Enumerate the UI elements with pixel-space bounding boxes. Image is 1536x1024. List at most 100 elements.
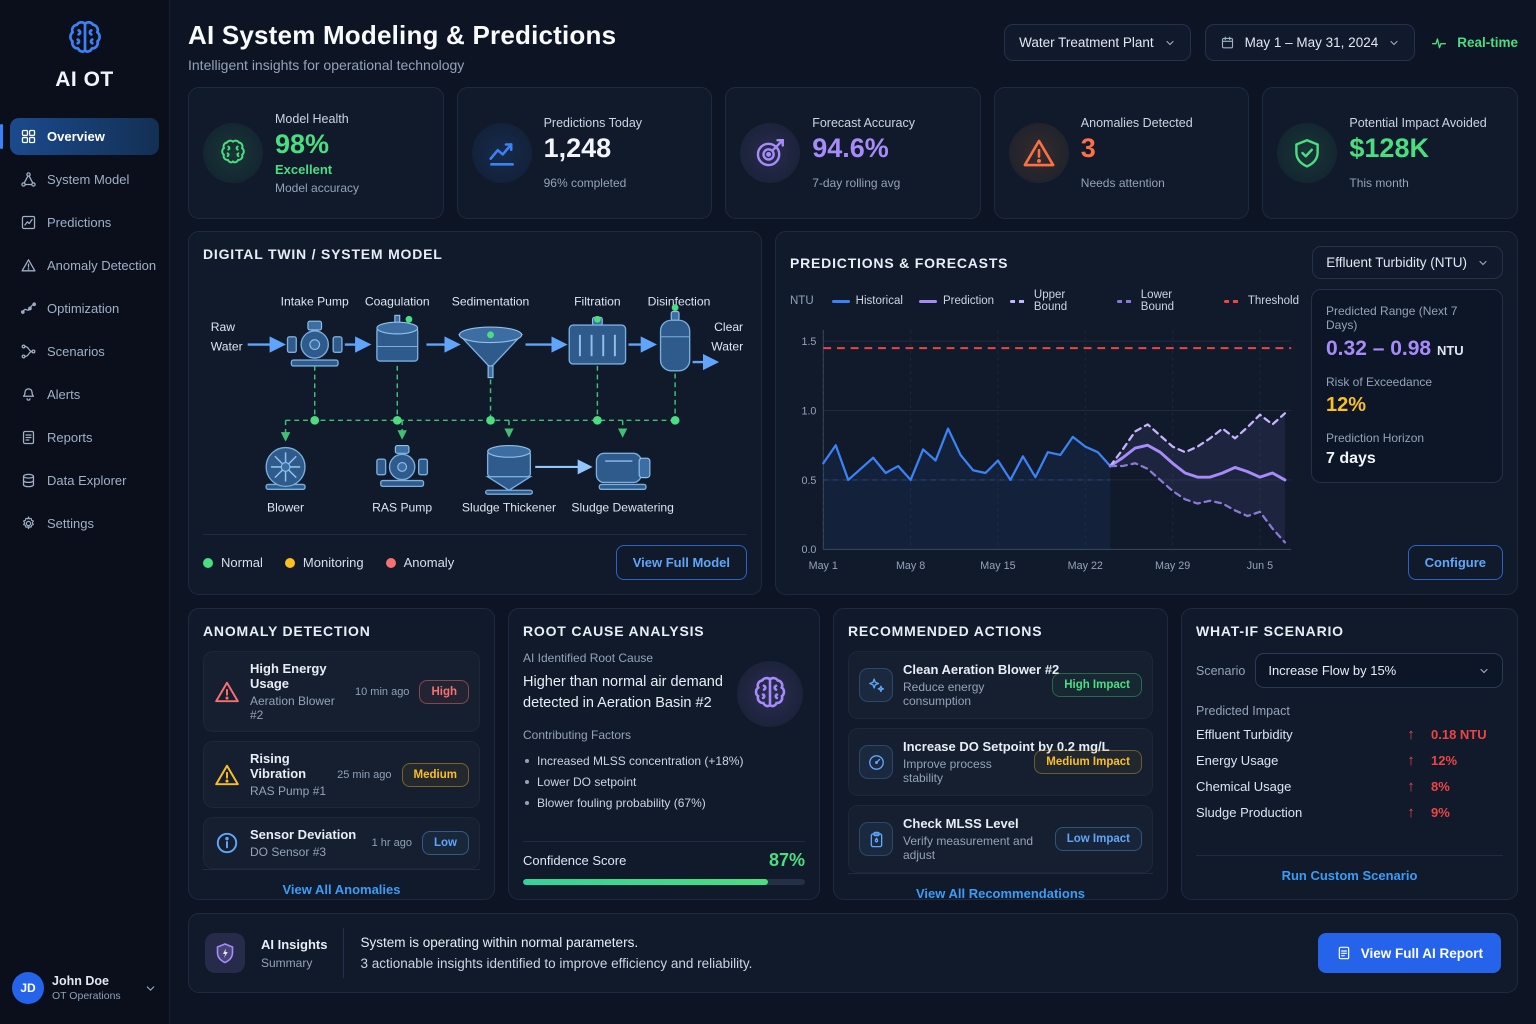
- legend-anomaly: Anomaly: [385, 555, 454, 570]
- svg-text:0.5: 0.5: [801, 475, 816, 487]
- action-desc: Reduce energy consumption: [903, 680, 985, 708]
- equipment-intake-pump[interactable]: [286, 320, 343, 367]
- view-full-ai-report-label: View Full AI Report: [1360, 945, 1483, 961]
- view-all-anomalies-link[interactable]: View All Anomalies: [282, 882, 401, 897]
- sidebar-item-overview[interactable]: Overview: [0, 118, 159, 155]
- sidebar-item-data-explorer[interactable]: Data Explorer: [10, 462, 159, 499]
- source-label-line2: Water: [211, 339, 243, 353]
- kpi-value: 1,248: [543, 133, 612, 163]
- realtime-indicator: Real-time: [1429, 35, 1518, 51]
- shield-bolt-icon: [216, 943, 234, 964]
- document-icon: [22, 430, 35, 445]
- risk-label: Risk of Exceedance: [1326, 375, 1433, 389]
- configure-button[interactable]: Configure: [1407, 545, 1503, 580]
- scenario-selector[interactable]: Increase Flow by 15%: [1255, 653, 1503, 688]
- equipment-blower[interactable]: [265, 446, 306, 490]
- view-all-recommendations-link[interactable]: View All Recommendations: [915, 886, 1086, 901]
- ai-brain-glow: [737, 661, 803, 727]
- kpi-note: Needs attention: [1080, 176, 1165, 190]
- sidebar-item-predictions[interactable]: Predictions: [10, 204, 159, 241]
- view-full-model-button[interactable]: View Full Model: [615, 545, 747, 580]
- metric-selector[interactable]: Effluent Turbidity (NTU): [1312, 246, 1503, 279]
- app-logo: AI OT: [10, 16, 159, 92]
- date-range-selector[interactable]: May 1 – May 31, 2024: [1204, 24, 1416, 61]
- view-full-ai-report-button[interactable]: View Full AI Report: [1317, 933, 1501, 973]
- equipment-sludge-dewatering[interactable]: [595, 452, 651, 490]
- svg-text:1.5: 1.5: [801, 336, 816, 348]
- kpi-note: 96% completed: [543, 176, 627, 190]
- anomaly-time: 25 min ago: [337, 768, 392, 781]
- legend-normal: Normal: [203, 555, 263, 570]
- action-item[interactable]: Clean Aeration Blower #2 Reduce energy c…: [848, 651, 1153, 719]
- sink-label-line2: Water: [711, 339, 743, 353]
- action-item[interactable]: Check MLSS Level Verify measurement and …: [848, 805, 1153, 873]
- anomaly-time: 1 hr ago: [371, 837, 412, 849]
- increase-arrow-icon: ↑: [1407, 726, 1415, 743]
- kpi-value: 3: [1080, 133, 1096, 163]
- equipment-coagulation[interactable]: [376, 314, 419, 362]
- gauge-icon: [868, 754, 884, 770]
- sidebar-item-system-model[interactable]: System Model: [10, 161, 159, 198]
- confidence-bar: [523, 879, 805, 885]
- root-cause-panel: ROOT CAUSE ANALYSIS AI Identified Root C…: [508, 608, 820, 900]
- warning-triangle-icon: [21, 259, 36, 272]
- anomaly-item[interactable]: Sensor Deviation DO Sensor #3 1 hr ago L…: [203, 817, 480, 869]
- equipment-ras-pump[interactable]: [376, 444, 429, 488]
- sidebar-item-scenarios[interactable]: Scenarios: [10, 333, 159, 370]
- scenario-value: Increase Flow by 15%: [1268, 663, 1397, 678]
- chart-icon: [21, 215, 36, 230]
- factor-item: Blower fouling probability (67%): [523, 792, 805, 813]
- sidebar-nav: Overview System Model Predictions Anomal…: [0, 118, 159, 542]
- sidebar-item-anomaly-detection[interactable]: Anomaly Detection: [10, 247, 159, 284]
- unit-label-intake: Intake Pump: [281, 295, 349, 309]
- sidebar-item-optimization[interactable]: Optimization: [10, 290, 159, 327]
- user-menu[interactable]: JD John Doe OT Operations: [10, 966, 159, 1010]
- what-if-title: WHAT-IF SCENARIO: [1196, 623, 1344, 639]
- user-role: OT Operations: [52, 990, 121, 1002]
- equipment-sedimentation[interactable]: [457, 326, 524, 379]
- range-value: 0.32 – 0.98 NTU: [1326, 337, 1464, 360]
- svg-text:May 15: May 15: [980, 560, 1015, 572]
- impact-delta: 0.18 NTU: [1431, 727, 1487, 742]
- impact-row: Effluent Turbidity ↑ 0.18 NTU: [1196, 726, 1503, 743]
- svg-text:Jun 5: Jun 5: [1247, 560, 1273, 572]
- metric-selector-value: Effluent Turbidity (NTU): [1326, 255, 1467, 270]
- y-axis-unit: NTU: [790, 295, 814, 307]
- horizon-label: Prediction Horizon: [1326, 431, 1425, 445]
- target-icon: [756, 139, 785, 167]
- equipment-filtration[interactable]: [568, 315, 627, 365]
- impact-delta: 8%: [1431, 779, 1450, 794]
- anomaly-item[interactable]: High Energy Usage Aeration Blower #2 10 …: [203, 651, 480, 732]
- sidebar-item-reports[interactable]: Reports: [10, 419, 159, 456]
- sidebar-item-label: Alerts: [47, 387, 81, 402]
- equipment-sludge-thickener[interactable]: [485, 444, 533, 495]
- sidebar-item-alerts[interactable]: Alerts: [10, 376, 159, 413]
- sink-label-line1: Clear: [714, 320, 743, 334]
- svg-text:1.0: 1.0: [801, 405, 816, 417]
- optimization-icon: [20, 302, 37, 314]
- calendar-icon: [1221, 36, 1233, 49]
- plant-selector[interactable]: Water Treatment Plant: [1004, 24, 1191, 61]
- gear-icon: [23, 516, 34, 530]
- sidebar-item-settings[interactable]: Settings: [10, 505, 159, 542]
- anomaly-item[interactable]: Rising Vibration RAS Pump #1 25 min ago …: [203, 741, 480, 808]
- run-custom-scenario-link[interactable]: Run Custom Scenario: [1281, 868, 1418, 883]
- action-desc: Verify measurement and adjust: [903, 834, 1034, 862]
- topbar: AI System Modeling & Predictions Intelli…: [188, 0, 1518, 87]
- sidebar-item-label: Predictions: [47, 215, 112, 230]
- equipment-disinfection[interactable]: [659, 304, 691, 372]
- warning-triangle-icon: [1023, 139, 1055, 167]
- grid-icon: [21, 129, 36, 144]
- scenario-label: Scenario: [1196, 663, 1246, 678]
- action-item[interactable]: Increase DO Setpoint by 0.2 mg/L Improve…: [848, 728, 1153, 796]
- increase-arrow-icon: ↑: [1407, 778, 1415, 795]
- digital-twin-title: DIGITAL TWIN / SYSTEM MODEL: [203, 246, 443, 262]
- severity-badge: High: [419, 679, 469, 704]
- kpi-label: Forecast Accuracy: [812, 116, 916, 130]
- anomaly-panel-title: ANOMALY DETECTION: [203, 623, 371, 639]
- root-cause-section-label: AI Identified Root Cause: [523, 651, 654, 665]
- bell-icon: [22, 388, 35, 401]
- brain-icon: [221, 139, 245, 164]
- chevron-down-icon: [1166, 40, 1174, 45]
- unit-label-filtration: Filtration: [574, 295, 621, 309]
